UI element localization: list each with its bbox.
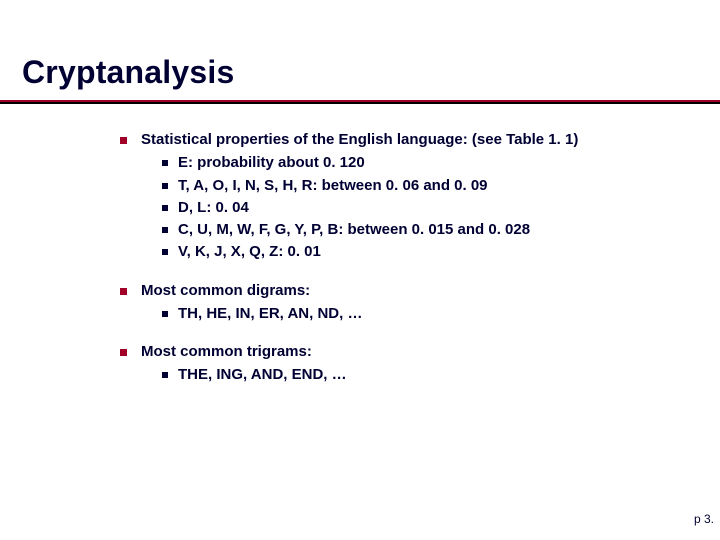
title-underline	[0, 100, 720, 104]
bullet-icon	[162, 249, 168, 255]
bullet-icon	[120, 288, 127, 295]
section-statistical-properties: Statistical properties of the English la…	[120, 130, 700, 263]
list-item: TH, HE, IN, ER, AN, ND, …	[162, 304, 700, 324]
list-text: THE, ING, AND, END, …	[178, 365, 347, 385]
section-trigrams: Most common trigrams: THE, ING, AND, END…	[120, 342, 700, 386]
list-item: D, L: 0. 04	[162, 198, 700, 218]
section-heading: Most common digrams:	[141, 281, 310, 301]
section-heading: Statistical properties of the English la…	[141, 130, 578, 150]
list-item: E: probability about 0. 120	[162, 153, 700, 173]
list-text: T, A, O, I, N, S, H, R: between 0. 06 an…	[178, 176, 488, 196]
section-digrams: Most common digrams: TH, HE, IN, ER, AN,…	[120, 281, 700, 325]
list-text: D, L: 0. 04	[178, 198, 249, 218]
title-area: Cryptanalysis	[22, 54, 234, 91]
list-text: C, U, M, W, F, G, Y, P, B: between 0. 01…	[178, 220, 530, 240]
rule-black	[0, 102, 720, 104]
list-item: C, U, M, W, F, G, Y, P, B: between 0. 01…	[162, 220, 700, 240]
bullet-icon	[120, 137, 127, 144]
page-number: p 3.	[694, 512, 714, 526]
list-item: THE, ING, AND, END, …	[162, 365, 700, 385]
list-item: V, K, J, X, Q, Z: 0. 01	[162, 242, 700, 262]
section-heading: Most common trigrams:	[141, 342, 312, 362]
body-content: Statistical properties of the English la…	[120, 130, 700, 404]
bullet-icon	[162, 227, 168, 233]
list-text: TH, HE, IN, ER, AN, ND, …	[178, 304, 362, 324]
list-item: Most common digrams:	[120, 281, 700, 301]
list-text: V, K, J, X, Q, Z: 0. 01	[178, 242, 321, 262]
sub-list: TH, HE, IN, ER, AN, ND, …	[162, 304, 700, 324]
bullet-icon	[162, 205, 168, 211]
bullet-icon	[162, 183, 168, 189]
slide: Cryptanalysis Statistical properties of …	[0, 0, 720, 540]
bullet-icon	[120, 349, 127, 356]
bullet-icon	[162, 372, 168, 378]
list-text: E: probability about 0. 120	[178, 153, 365, 173]
bullet-icon	[162, 160, 168, 166]
bullet-icon	[162, 311, 168, 317]
list-item: T, A, O, I, N, S, H, R: between 0. 06 an…	[162, 176, 700, 196]
sub-list: THE, ING, AND, END, …	[162, 365, 700, 385]
slide-title: Cryptanalysis	[22, 54, 234, 91]
sub-list: E: probability about 0. 120 T, A, O, I, …	[162, 153, 700, 262]
list-item: Statistical properties of the English la…	[120, 130, 700, 150]
list-item: Most common trigrams:	[120, 342, 700, 362]
